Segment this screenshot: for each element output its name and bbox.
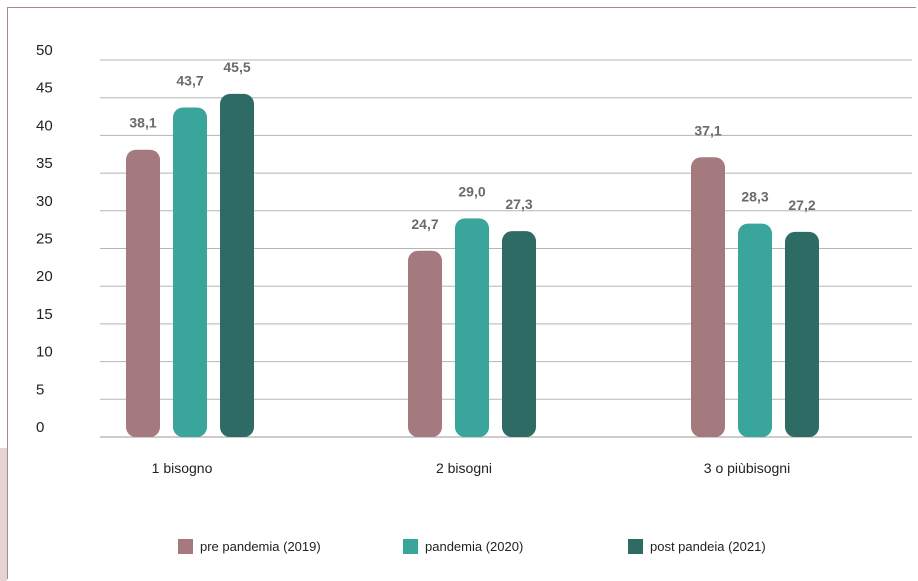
y-tick-label: 0 xyxy=(36,419,44,436)
bar xyxy=(220,93,254,438)
bar xyxy=(173,107,207,437)
y-tick-label: 40 xyxy=(36,117,53,134)
x-category-label: 1 bisogno xyxy=(152,460,213,476)
bar xyxy=(502,231,536,437)
y-tick-label: 5 xyxy=(36,381,44,398)
bar-value-label: 29,0 xyxy=(458,183,485,199)
side-accent-band xyxy=(0,448,7,581)
bar xyxy=(738,223,772,437)
y-tick-label: 45 xyxy=(36,80,53,97)
y-tick-label: 30 xyxy=(36,193,53,210)
bar-value-label: 43,7 xyxy=(176,73,203,89)
legend-label: post pandeia (2021) xyxy=(650,539,766,554)
bar xyxy=(691,157,725,438)
x-category-label: 2 bisogni xyxy=(436,460,492,476)
y-tick-label: 35 xyxy=(36,155,53,172)
x-category-label: 3 o piùbisogni xyxy=(704,460,790,476)
legend-swatch xyxy=(403,539,418,554)
bar-value-label: 27,2 xyxy=(788,197,815,213)
y-tick-label: 25 xyxy=(36,231,53,248)
bar xyxy=(785,231,819,437)
bar xyxy=(455,218,489,437)
y-tick-label: 10 xyxy=(36,344,53,361)
bar xyxy=(408,250,442,437)
bar xyxy=(126,149,160,437)
chart-frame xyxy=(7,7,916,579)
bar-value-label: 37,1 xyxy=(694,122,721,138)
bar-value-label: 24,7 xyxy=(411,216,438,232)
bar-value-label: 45,5 xyxy=(223,59,250,75)
bar-value-label: 27,3 xyxy=(505,196,532,212)
legend-swatch xyxy=(178,539,193,554)
bar-value-label: 28,3 xyxy=(741,189,768,205)
legend-swatch xyxy=(628,539,643,554)
y-tick-label: 20 xyxy=(36,268,53,285)
y-tick-label: 15 xyxy=(36,306,53,323)
bar-value-label: 38,1 xyxy=(129,115,156,131)
legend-label: pandemia (2020) xyxy=(425,539,523,554)
legend-label: pre pandemia (2019) xyxy=(200,539,321,554)
y-tick-label: 50 xyxy=(36,42,53,59)
